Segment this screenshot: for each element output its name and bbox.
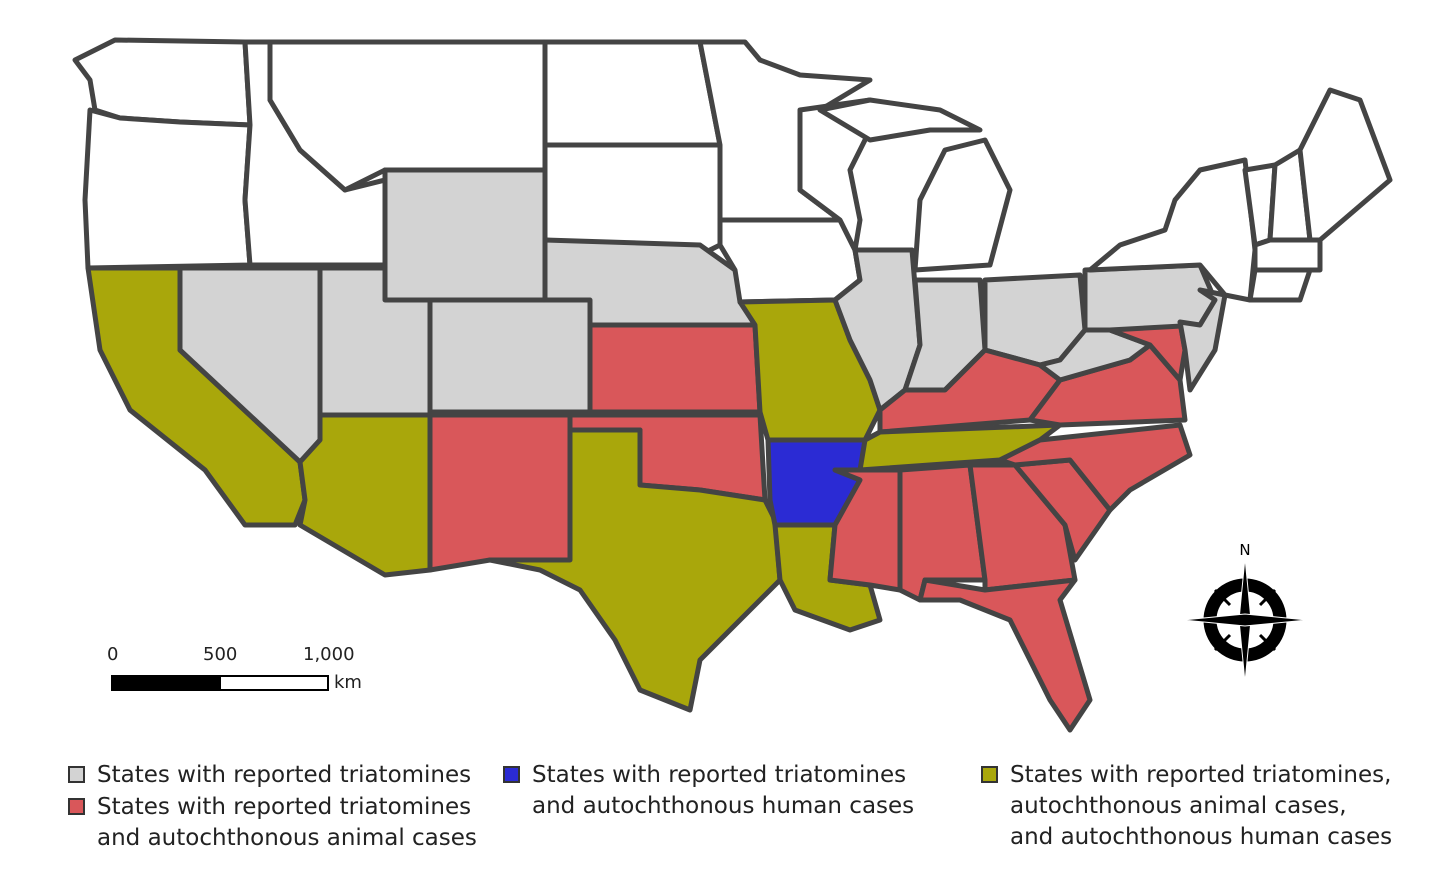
legend-label: States with reported triatomines (97, 762, 472, 788)
state-co (427, 297, 593, 415)
state-az (297, 412, 433, 578)
state-nc (997, 422, 1193, 513)
state-fl (917, 577, 1093, 733)
state-ma (1252, 237, 1323, 273)
scale-unit: km (334, 672, 362, 693)
state-ia (717, 217, 863, 305)
legend-item-human: States with reported triatomines and aut… (503, 760, 914, 822)
scale-tick-500: 500 (203, 644, 238, 665)
state-or (82, 107, 253, 271)
scale-tick-1000: 1,000 (303, 644, 355, 665)
legend-label: States with reported triatomines and aut… (532, 762, 915, 819)
legend-swatch-blue (503, 766, 520, 783)
state-pa (1082, 262, 1218, 333)
compass-rose-icon (1182, 557, 1308, 683)
state-me (1297, 87, 1393, 243)
legend-label: States with reported triatomines, autoch… (1010, 762, 1393, 850)
state-wy (382, 167, 548, 303)
state-nm (427, 412, 573, 573)
state-nd (542, 39, 723, 148)
legend-swatch-olive (981, 766, 998, 783)
scale-tick-0: 0 (107, 644, 119, 665)
state-ny (1087, 157, 1258, 303)
compass-north-label: N (1239, 541, 1250, 559)
state-ks (587, 322, 763, 415)
state-mi (912, 137, 1013, 273)
legend-swatch-gray (68, 766, 85, 783)
legend-label: States with reported triatomines and aut… (97, 794, 477, 851)
scale-bar-white (219, 675, 329, 691)
state-up (817, 97, 983, 143)
legend-swatch-red (68, 798, 85, 815)
scale-bar (111, 675, 329, 691)
legend-item-animal: States with reported triatomines and aut… (68, 792, 477, 854)
scale-bar-black (111, 675, 221, 691)
legend-item-both: States with reported triatomines, autoch… (981, 760, 1392, 853)
legend-item-triatomines: States with reported triatomines (68, 760, 471, 791)
state-nj (1177, 287, 1228, 393)
state-tx (487, 427, 783, 713)
state-ct (1247, 267, 1313, 303)
